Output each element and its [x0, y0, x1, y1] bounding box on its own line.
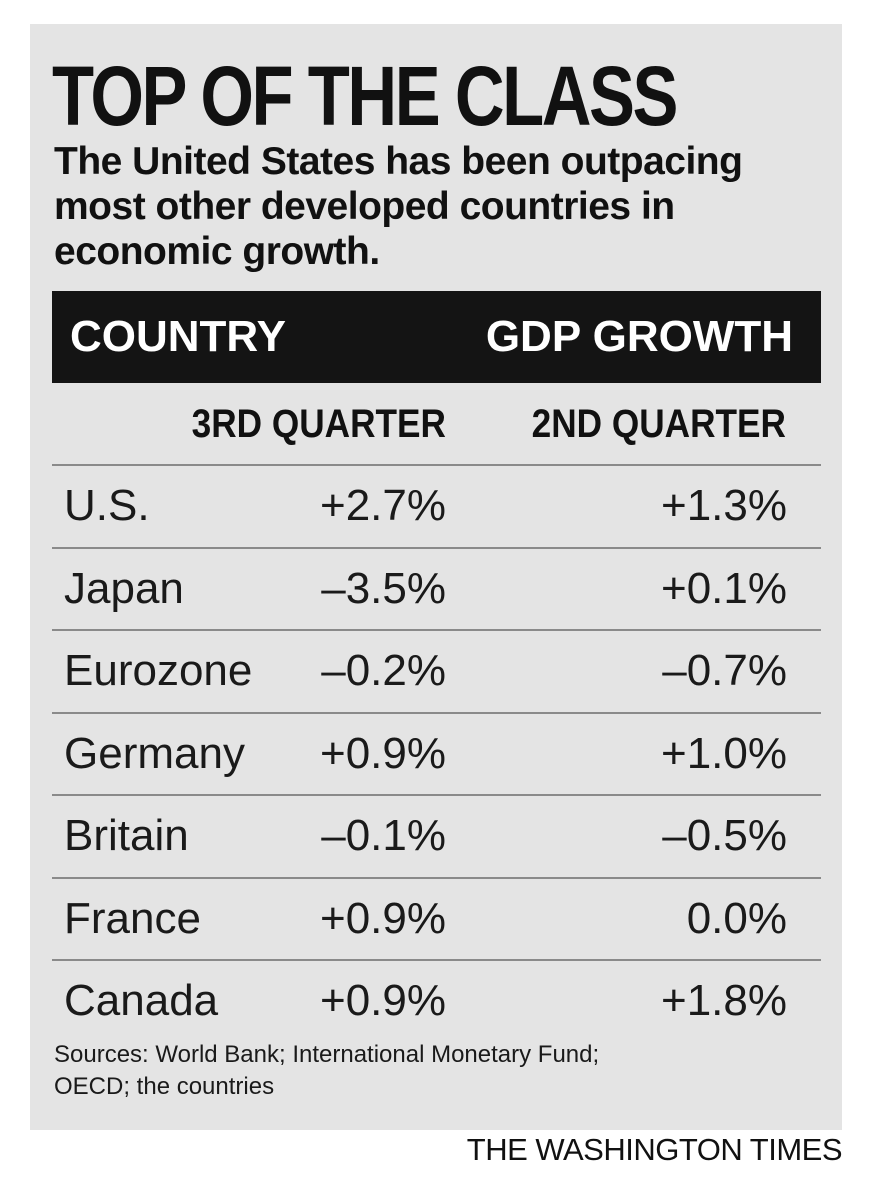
country-name: U.S. [64, 481, 150, 530]
q2-growth-value: 0.0% [686, 893, 787, 943]
q3-growth-value: +2.7% [320, 481, 446, 530]
country-name: Germany [64, 728, 245, 778]
row-divider [52, 629, 821, 631]
table-row: Japan –3.5% +0.1% [52, 549, 821, 629]
q2-growth-value: +1.8% [661, 976, 787, 1025]
q3-growth-value: +0.9% [320, 728, 446, 778]
sources-note: Sources: World Bank; International Monet… [54, 1041, 600, 1100]
table-row: Germany +0.9% +1.0% [52, 714, 821, 794]
table-row: Eurozone –0.2% –0.7% [52, 631, 821, 711]
country-name: Canada [64, 976, 219, 1025]
row-divider [52, 546, 821, 549]
q2-growth-value: +1.0% [661, 728, 787, 778]
q2-growth-value: –0.5% [662, 811, 787, 860]
row-divider [52, 464, 821, 466]
chart-title: TOP OF THE CLASS [52, 49, 678, 143]
q3-growth-value: –0.2% [321, 646, 446, 695]
chart-subtitle: The United States has been outpacing mos… [54, 140, 743, 273]
table-row: France +0.9% 0.0% [52, 879, 821, 959]
row-divider [52, 711, 821, 714]
q3-growth-value: +0.9% [320, 893, 446, 943]
row-divider [52, 959, 821, 961]
graphic-panel [30, 24, 842, 1130]
table-row: Britain –0.1% –0.5% [52, 796, 821, 876]
q2-growth-value: +1.3% [661, 481, 787, 530]
header-gdp-growth-label: GDP GROWTH [485, 312, 793, 361]
column-header-2nd-quarter: 2ND QUARTER [531, 402, 786, 446]
header-country-label: COUNTRY [70, 312, 286, 361]
country-name: Eurozone [64, 646, 253, 695]
country-name: France [64, 893, 201, 943]
country-name: Britain [64, 811, 189, 860]
q2-growth-value: +0.1% [661, 563, 787, 613]
table-row: Canada +0.9% +1.8% [52, 961, 821, 1041]
column-header-3rd-quarter: 3RD QUARTER [191, 402, 446, 446]
publisher-credit: THE WASHINGTON TIMES [466, 1132, 843, 1167]
table-header-bar: COUNTRY GDP GROWTH [52, 291, 821, 383]
q3-growth-value: –0.1% [321, 811, 446, 860]
country-name: Japan [64, 563, 184, 613]
row-divider [52, 794, 821, 796]
row-divider [52, 876, 821, 879]
q2-growth-value: –0.7% [662, 646, 787, 695]
q3-growth-value: +0.9% [320, 976, 446, 1025]
q3-growth-value: –3.5% [321, 563, 446, 613]
table-row: U.S. +2.7% +1.3% [52, 466, 821, 546]
